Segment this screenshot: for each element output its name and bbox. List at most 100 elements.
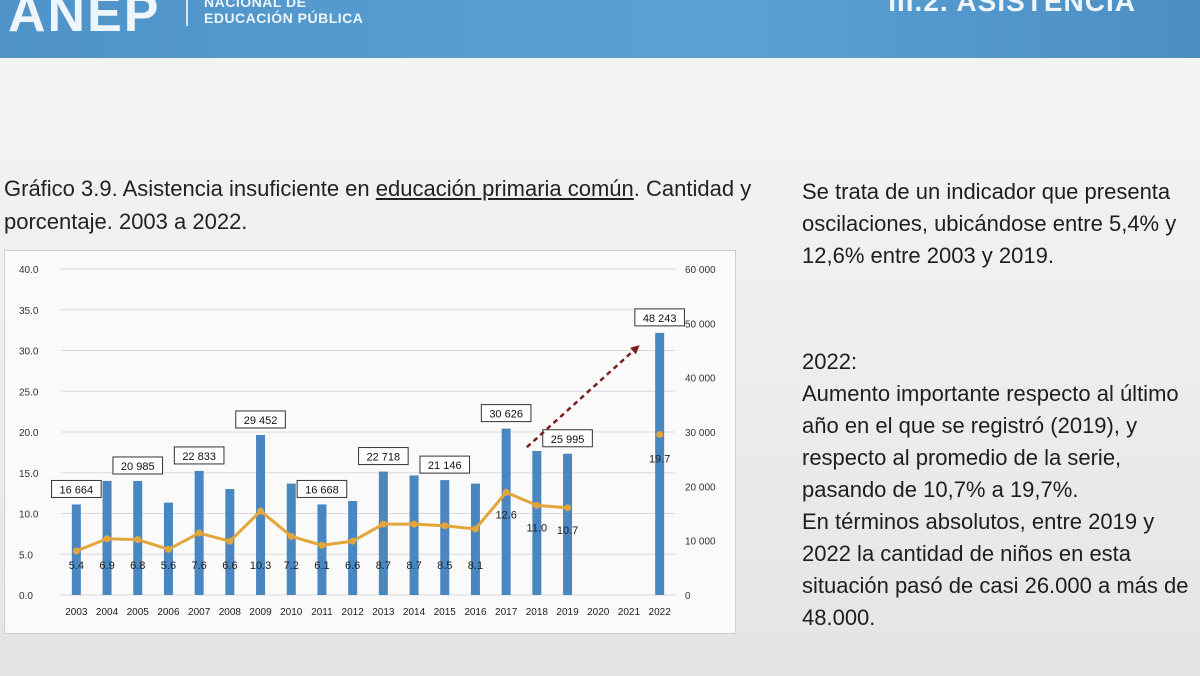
y-right-tick-label: 60 000 bbox=[685, 265, 716, 276]
x-tick-label: 2013 bbox=[372, 607, 395, 618]
org-name-line1: NACIONAL DE bbox=[204, 0, 307, 10]
line-marker bbox=[533, 501, 541, 509]
count-label: 29 452 bbox=[244, 415, 278, 427]
percentage-label: 7.2 bbox=[284, 560, 299, 572]
x-tick-label: 2011 bbox=[311, 607, 333, 618]
percentage-label: 6.1 bbox=[314, 560, 329, 572]
count-label: 22 718 bbox=[367, 452, 401, 464]
caption-text-before: Gráfico 3.9. Asistencia insuficiente en bbox=[4, 176, 376, 201]
bar bbox=[501, 428, 511, 595]
x-tick-label: 2004 bbox=[96, 607, 119, 618]
y-left-tick-label: 40.0 bbox=[19, 265, 39, 276]
x-tick-label: 2017 bbox=[495, 607, 518, 618]
count-label-box bbox=[542, 429, 593, 448]
bar bbox=[409, 475, 419, 595]
y-left-tick-label: 35.0 bbox=[19, 306, 39, 317]
slide-header: ANEP NACIONAL DE EDUCACIÓN PÚBLICA III.2… bbox=[0, 0, 1200, 58]
x-tick-label: 2021 bbox=[618, 607, 641, 618]
body-paragraph-2: En términos absolutos, entre 2019 y 2022… bbox=[802, 509, 1189, 630]
year-heading: 2022: bbox=[802, 349, 858, 374]
percentage-label: 8.5 bbox=[437, 560, 452, 572]
x-tick-label: 2006 bbox=[157, 607, 180, 618]
y-right-tick-label: 10 000 bbox=[685, 537, 716, 548]
chart-svg: 0.0 5.0 10.0 15.0 20.0 25.0 30.0 35.0 40.0 0 10 00… bbox=[19, 265, 716, 618]
percentage-label: 8.7 bbox=[376, 560, 391, 572]
x-tick-label: 2005 bbox=[127, 607, 150, 618]
percentage-label: 6.9 bbox=[99, 560, 114, 572]
percentage-label: 8.7 bbox=[406, 560, 421, 572]
chart-caption: Gráfico 3.9. Asistencia insuficiente en … bbox=[4, 172, 774, 238]
anep-logo: ANEP bbox=[8, 0, 161, 43]
percentage-label: 11.0 bbox=[527, 522, 548, 534]
y-right-tick-label: 0 bbox=[685, 591, 691, 602]
x-tick-label: 2016 bbox=[464, 607, 487, 618]
x-tick-label: 2022 bbox=[649, 607, 672, 618]
count-label-box bbox=[173, 446, 225, 465]
count-label-box bbox=[235, 410, 286, 429]
percentage-label: 8.1 bbox=[468, 560, 483, 572]
line-marker bbox=[257, 507, 265, 515]
count-label: 22 833 bbox=[182, 451, 216, 463]
count-label-box bbox=[51, 479, 102, 498]
percentage-label: 6.6 bbox=[345, 560, 360, 572]
bar bbox=[317, 504, 327, 595]
org-name: NACIONAL DE EDUCACIÓN PÚBLICA bbox=[204, 0, 363, 26]
count-label: 25 995 bbox=[551, 434, 585, 446]
count-label: 16 664 bbox=[60, 484, 94, 496]
trend-arrow-line bbox=[526, 344, 641, 449]
count-label: 30 626 bbox=[489, 409, 523, 421]
percentage-label: 5.4 bbox=[69, 560, 84, 572]
line-marker bbox=[72, 547, 80, 555]
x-tick-label: 2015 bbox=[434, 607, 457, 618]
caption-underlined-link[interactable]: educación primaria común bbox=[375, 176, 634, 201]
y-right-tick-label: 30 000 bbox=[685, 428, 716, 439]
bar bbox=[440, 480, 450, 595]
line-marker bbox=[226, 537, 234, 545]
line-marker bbox=[379, 520, 387, 528]
bar bbox=[256, 434, 266, 595]
body-paragraph: Aumento importante respecto al último añ… bbox=[802, 381, 1179, 502]
logo-divider bbox=[186, 0, 188, 26]
percentage-label: 10.3 bbox=[250, 560, 271, 572]
line-marker bbox=[195, 529, 203, 537]
bar bbox=[655, 332, 665, 595]
trend-arrow-head bbox=[630, 345, 640, 355]
line-marker bbox=[318, 541, 326, 549]
x-tick-label: 2019 bbox=[556, 607, 579, 618]
line-marker bbox=[410, 520, 418, 528]
x-tick-label: 2020 bbox=[587, 607, 610, 618]
count-label: 48 243 bbox=[643, 313, 677, 325]
count-label: 20 985 bbox=[121, 461, 155, 473]
caption-text-after: . Cantidad y porcentaje. 2003 a 2022. bbox=[4, 176, 752, 234]
count-label-box bbox=[634, 308, 685, 327]
y-left-tick-label: 0.0 bbox=[19, 591, 33, 602]
bar bbox=[563, 453, 573, 595]
percentage-label: 6.8 bbox=[130, 560, 145, 572]
percentage-label: 6.6 bbox=[222, 560, 237, 572]
intro-paragraph: Se trata de un indicador que presenta os… bbox=[802, 179, 1177, 268]
x-tick-label: 2018 bbox=[526, 607, 549, 618]
line-marker bbox=[441, 522, 449, 530]
section-title: III.2. ASISTENCIA bbox=[888, 0, 1136, 17]
x-tick-label: 2007 bbox=[188, 607, 211, 618]
x-tick-label: 2003 bbox=[65, 607, 88, 618]
y-left-tick-label: 20.0 bbox=[19, 428, 39, 439]
count-label: 16 668 bbox=[305, 484, 339, 496]
y-right-tick-label: 50 000 bbox=[685, 319, 716, 330]
y-left-tick-label: 15.0 bbox=[19, 469, 39, 480]
x-tick-label: 2014 bbox=[403, 607, 426, 618]
count-label-box bbox=[296, 479, 348, 498]
percentage-label: 19.7 bbox=[649, 453, 670, 465]
percentage-label: 12.6 bbox=[495, 509, 516, 521]
y-right-tick-label: 20 000 bbox=[685, 482, 716, 493]
y-left-tick-label: 5.0 bbox=[19, 550, 33, 561]
line-marker bbox=[656, 430, 664, 438]
count-label-box bbox=[112, 456, 164, 475]
x-tick-label: 2012 bbox=[342, 607, 365, 618]
bar bbox=[378, 471, 388, 595]
y-left-tick-label: 25.0 bbox=[19, 387, 39, 398]
bar bbox=[532, 451, 542, 595]
x-tick-label: 2010 bbox=[280, 607, 303, 618]
line-marker bbox=[134, 536, 142, 544]
y-left-tick-label: 10.0 bbox=[19, 510, 39, 521]
